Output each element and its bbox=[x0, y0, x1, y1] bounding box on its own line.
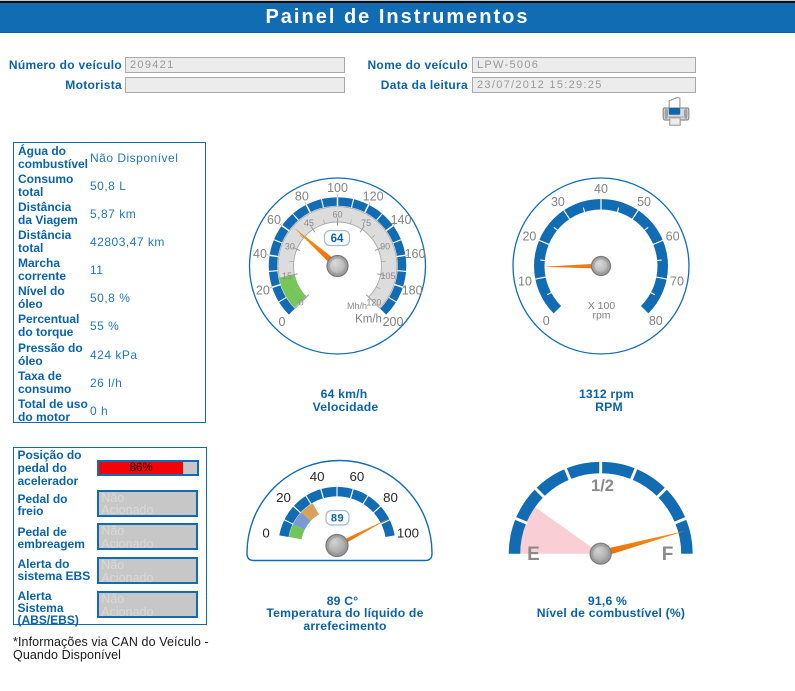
svg-text:rpm: rpm bbox=[592, 310, 610, 322]
svg-text:Mh/h: Mh/h bbox=[347, 301, 367, 311]
svg-text:64: 64 bbox=[331, 233, 344, 245]
svg-text:Km/h: Km/h bbox=[355, 314, 382, 326]
svg-text:10: 10 bbox=[518, 274, 532, 288]
svg-text:80: 80 bbox=[649, 314, 663, 328]
svg-text:40: 40 bbox=[253, 247, 267, 261]
svg-text:F: F bbox=[662, 544, 674, 565]
svg-text:90: 90 bbox=[380, 241, 390, 251]
svg-text:120: 120 bbox=[363, 189, 384, 203]
svg-text:60: 60 bbox=[332, 210, 342, 220]
svg-text:20: 20 bbox=[522, 230, 536, 244]
svg-text:X 100: X 100 bbox=[588, 300, 616, 312]
svg-text:20: 20 bbox=[276, 490, 291, 505]
svg-text:180: 180 bbox=[402, 284, 423, 298]
svg-text:45: 45 bbox=[304, 218, 314, 228]
svg-text:140: 140 bbox=[391, 213, 412, 227]
svg-text:50: 50 bbox=[637, 195, 651, 209]
svg-text:0: 0 bbox=[262, 526, 269, 541]
svg-text:40: 40 bbox=[594, 182, 608, 196]
svg-text:100: 100 bbox=[397, 526, 419, 541]
svg-text:80: 80 bbox=[295, 189, 309, 203]
svg-text:89: 89 bbox=[331, 513, 344, 525]
svg-text:30: 30 bbox=[551, 195, 565, 209]
svg-text:160: 160 bbox=[405, 247, 426, 261]
svg-text:0: 0 bbox=[543, 314, 550, 328]
svg-text:60: 60 bbox=[666, 230, 680, 244]
svg-text:15: 15 bbox=[282, 271, 292, 281]
svg-text:200: 200 bbox=[383, 315, 404, 329]
svg-text:0: 0 bbox=[279, 315, 286, 329]
svg-text:60: 60 bbox=[267, 213, 281, 227]
svg-text:100: 100 bbox=[327, 181, 348, 195]
svg-text:60: 60 bbox=[349, 469, 364, 484]
svg-text:1/2: 1/2 bbox=[591, 477, 614, 495]
svg-text:30: 30 bbox=[285, 241, 295, 251]
svg-text:120: 120 bbox=[366, 297, 381, 307]
svg-text:E: E bbox=[527, 544, 540, 565]
svg-text:40: 40 bbox=[310, 469, 325, 484]
svg-text:0: 0 bbox=[299, 297, 304, 307]
svg-text:70: 70 bbox=[670, 274, 684, 288]
svg-text:80: 80 bbox=[383, 490, 398, 505]
svg-text:75: 75 bbox=[361, 218, 371, 228]
svg-text:20: 20 bbox=[256, 284, 270, 298]
svg-text:105: 105 bbox=[380, 271, 395, 281]
